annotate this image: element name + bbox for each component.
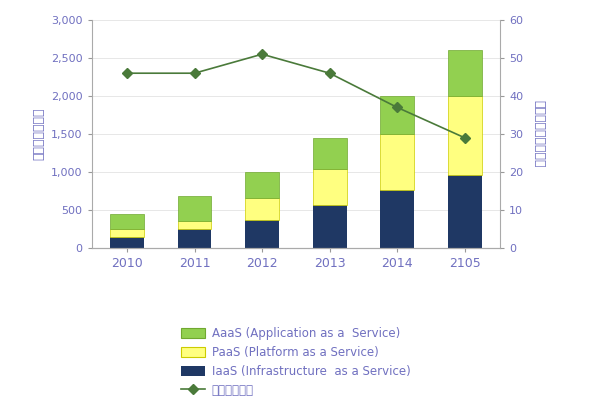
Bar [110,214,144,229]
Bar [245,220,279,248]
Bar [245,198,279,220]
Bar [178,196,212,221]
Y-axis label: 前年比成長率（％）: 前年比成長率（％） [533,100,545,168]
Bar [178,229,212,248]
Y-axis label: 売上額（億円）: 売上額（億円） [32,108,45,160]
Bar [178,221,212,229]
Bar [313,138,346,168]
Bar [110,229,144,236]
Bar [448,96,482,175]
Bar [110,236,144,248]
Bar [313,206,346,248]
Bar [448,50,482,96]
Bar [313,168,346,206]
Bar [380,190,414,248]
Bar [380,96,414,134]
Bar [448,175,482,248]
Legend: AaaS (Application as a  Service), PaaS (Platform as a Service), IaaS (Infrastruc: AaaS (Application as a Service), PaaS (P… [176,322,415,400]
Bar [245,172,279,198]
Bar [380,134,414,190]
